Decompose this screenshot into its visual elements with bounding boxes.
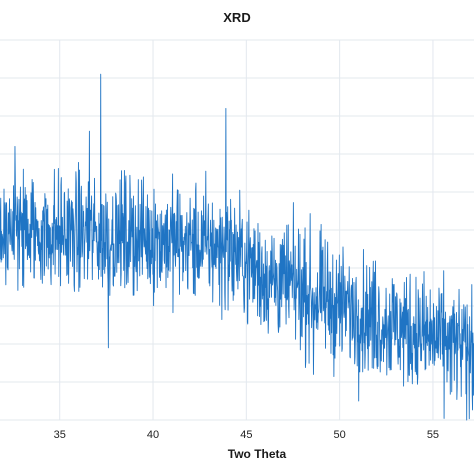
x-tick-label: 45 <box>240 429 252 441</box>
x-tick-label: 40 <box>147 429 159 441</box>
chart-title: XRD <box>223 10 250 25</box>
x-tick-label: 55 <box>427 429 439 441</box>
x-tick-label: 50 <box>334 429 346 441</box>
x-axis-ticks: 35 40 45 50 55 <box>54 429 439 441</box>
series-line-0 <box>0 73 474 421</box>
plot-area <box>0 73 474 421</box>
x-axis-title: Two Theta <box>228 447 287 461</box>
x-tick-label: 35 <box>54 429 66 441</box>
